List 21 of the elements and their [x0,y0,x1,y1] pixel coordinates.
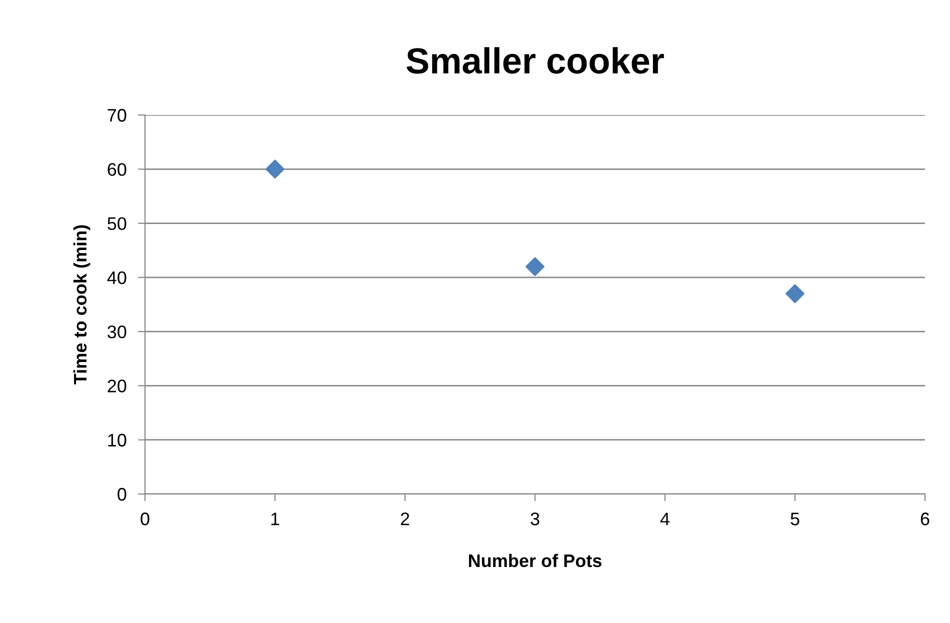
y-tick-label: 60 [108,163,126,176]
chart-title: Smaller cooker [406,47,664,74]
x-tick-label: 5 [790,512,800,526]
y-tick-label: 20 [108,380,126,392]
y-tick-label: 30 [108,326,126,338]
x-axis-title: Number of Pots [469,554,602,568]
y-tick-label: 50 [108,217,126,230]
x-tick-label: 0 [140,512,150,526]
y-tick-label: 0 [118,488,126,501]
y-tick-label: 70 [108,108,126,122]
x-tick-label: 1 [271,512,280,526]
point [266,160,284,179]
x-tick-label: 4 [660,512,670,526]
y-axis-title: Time to cook (min) [73,225,90,384]
x-tick-label: 2 [400,512,410,526]
x-tick-label: 6 [920,512,930,526]
y-tick-label: 40 [107,271,126,284]
point [526,257,544,276]
y-tick-label: 10 [108,434,126,447]
x-tick-label: 3 [530,512,540,526]
point [786,284,804,304]
